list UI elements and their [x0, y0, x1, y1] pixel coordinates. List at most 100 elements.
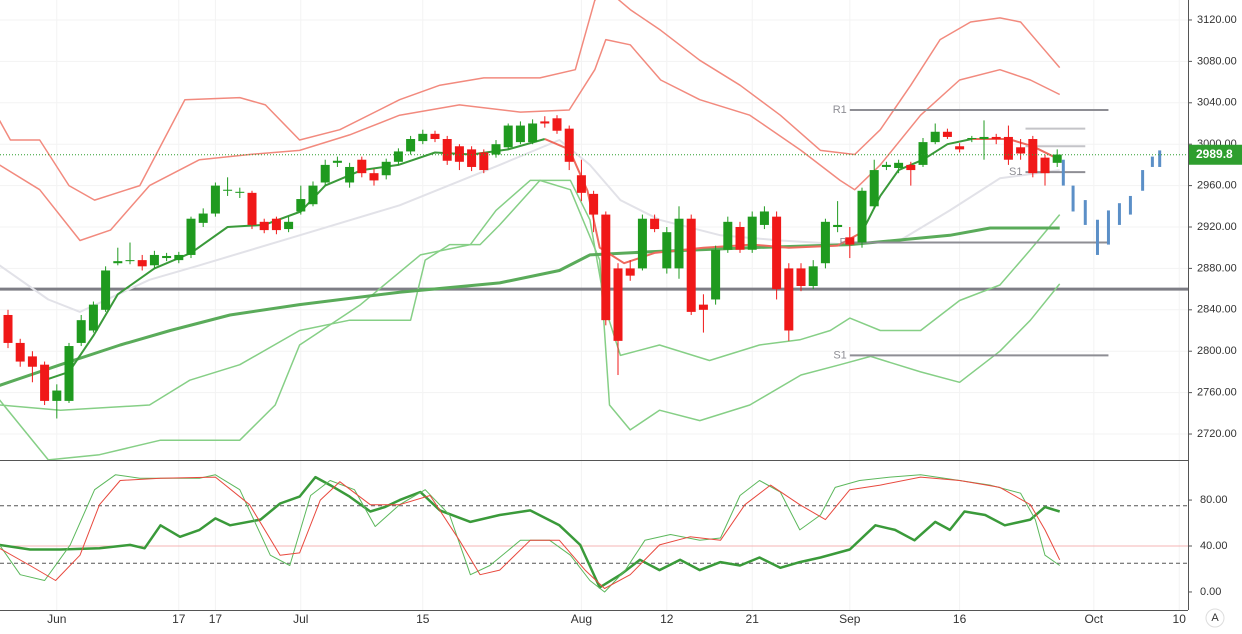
- x-tick-label: 12: [660, 612, 674, 626]
- scale-button-label[interactable]: A: [1211, 612, 1219, 624]
- indicator-line: [0, 179, 1061, 431]
- candle-body: [320, 164, 330, 183]
- candle-body: [540, 121, 550, 124]
- x-tick-label: Aug: [571, 612, 592, 626]
- candle-body: [76, 320, 86, 343]
- candle-body: [1003, 136, 1013, 160]
- candle-body: [137, 260, 147, 267]
- y-tick-label: 2720.00: [1197, 428, 1237, 440]
- candle-body: [357, 159, 367, 174]
- candle-body: [308, 185, 318, 205]
- candle-body: [259, 221, 269, 231]
- candle-body: [906, 164, 916, 171]
- indicator-line: [0, 179, 1061, 460]
- candle-body: [406, 139, 416, 152]
- candle-body: [723, 221, 733, 250]
- x-tick-label: 10: [1173, 612, 1187, 626]
- candle-body: [515, 125, 525, 143]
- candle-body: [186, 218, 196, 255]
- candle-body: [418, 133, 428, 142]
- candle-body: [1016, 147, 1026, 154]
- candle-body: [528, 123, 538, 143]
- candle-body: [601, 214, 611, 321]
- candle-body: [149, 254, 159, 266]
- candle-body: [40, 364, 50, 401]
- candle-body: [784, 268, 794, 331]
- candle-body: [942, 131, 952, 137]
- candle-body: [637, 218, 647, 269]
- price-pane: R1 P S1 S1: [0, 0, 1188, 460]
- candle-body: [979, 136, 989, 140]
- candle-body: [650, 218, 660, 230]
- oscillator-pane: [0, 461, 1188, 610]
- last-price-label: 2989.8: [1196, 147, 1233, 161]
- y-tick-label: 40.00: [1200, 540, 1228, 552]
- indicator-line: [0, 0, 1061, 201]
- candle-body: [552, 118, 562, 131]
- pivot-label: S1: [1009, 166, 1022, 178]
- indicator-line: [0, 475, 1061, 589]
- candle-body: [747, 216, 757, 250]
- candle-body: [345, 166, 355, 183]
- candle-body: [857, 190, 867, 243]
- y-tick-label: 80.00: [1200, 494, 1228, 506]
- indicator-line: [0, 476, 1061, 589]
- candle-body: [918, 142, 928, 165]
- pivot-label: S1: [833, 349, 846, 361]
- candle-body: [576, 175, 586, 193]
- y-tick-label: 2760.00: [1197, 387, 1237, 399]
- candle-body: [332, 160, 342, 163]
- x-tick-label: Oct: [1084, 612, 1103, 626]
- x-tick-label: 15: [416, 612, 430, 626]
- candle-body: [15, 342, 25, 362]
- candle-body: [393, 151, 403, 162]
- pivot-label: R1: [833, 104, 847, 116]
- candle-body: [174, 254, 184, 261]
- candle-body: [27, 356, 37, 367]
- candle-body: [503, 125, 513, 148]
- candle-body: [467, 149, 477, 167]
- candle-body: [991, 136, 1001, 140]
- candle-body: [198, 213, 208, 223]
- candle-body: [686, 218, 696, 312]
- pivot-label: P: [839, 236, 846, 248]
- candle-body: [772, 216, 782, 290]
- x-tick-label: 17: [172, 612, 186, 626]
- candle-body: [454, 146, 464, 162]
- candle-body: [955, 146, 965, 150]
- x-tick-label: 21: [746, 612, 760, 626]
- x-tick-label: Jun: [47, 612, 66, 626]
- candle-body: [381, 161, 391, 176]
- candle-body: [369, 173, 379, 181]
- candle-body: [833, 224, 843, 227]
- candle-body: [796, 268, 806, 286]
- x-tick-label: Jul: [293, 612, 308, 626]
- y-tick-label: 3120.00: [1197, 14, 1237, 26]
- candle-body: [735, 226, 745, 250]
- candle-body: [210, 185, 220, 214]
- y-tick-label: 2920.00: [1197, 221, 1237, 233]
- candle-body: [930, 131, 940, 143]
- candle-body: [674, 218, 684, 269]
- candle-body: [64, 346, 74, 401]
- y-tick-label: 2880.00: [1197, 262, 1237, 274]
- candle-body: [698, 304, 708, 310]
- y-tick-label: 3080.00: [1197, 55, 1237, 67]
- y-tick-label: 2960.00: [1197, 180, 1237, 192]
- candle-body: [1028, 139, 1038, 174]
- candle-body: [271, 218, 281, 231]
- indicator-line: [0, 474, 1060, 593]
- candle-body: [967, 137, 977, 140]
- candle-body: [125, 260, 135, 262]
- candle-body: [564, 128, 574, 162]
- indicator-line: [0, 226, 1060, 387]
- candle-body: [845, 237, 855, 245]
- candle-body: [808, 266, 818, 286]
- candle-body: [881, 164, 891, 167]
- candle-body: [430, 133, 440, 140]
- x-tick-label: 17: [209, 612, 223, 626]
- scale-button[interactable]: [1205, 608, 1225, 628]
- y-tick-label: 0.00: [1200, 586, 1221, 598]
- candle-body: [88, 304, 98, 331]
- candle-body: [1052, 154, 1062, 163]
